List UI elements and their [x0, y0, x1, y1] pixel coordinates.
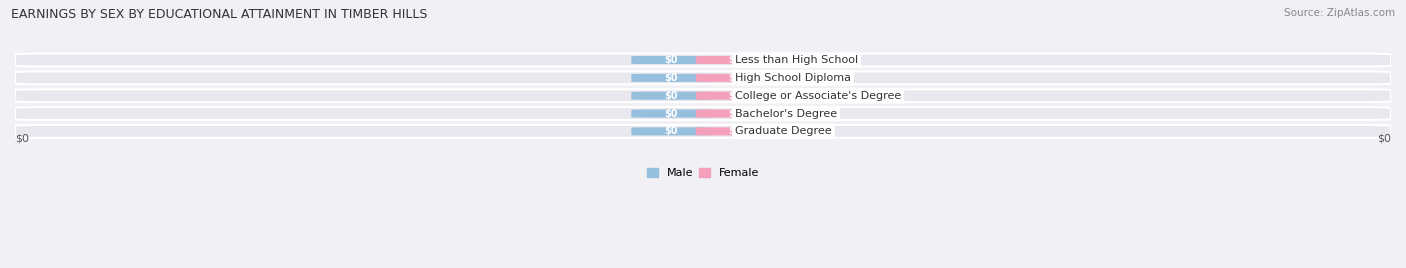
FancyBboxPatch shape — [696, 127, 775, 135]
FancyBboxPatch shape — [696, 74, 775, 82]
Text: EARNINGS BY SEX BY EDUCATIONAL ATTAINMENT IN TIMBER HILLS: EARNINGS BY SEX BY EDUCATIONAL ATTAINMEN… — [11, 8, 427, 21]
Text: Source: ZipAtlas.com: Source: ZipAtlas.com — [1284, 8, 1395, 18]
Text: $0: $0 — [664, 55, 678, 65]
Text: $0: $0 — [664, 109, 678, 118]
Text: Bachelor's Degree: Bachelor's Degree — [735, 109, 838, 118]
FancyBboxPatch shape — [631, 74, 710, 82]
Text: College or Associate's Degree: College or Associate's Degree — [735, 91, 901, 101]
Text: $0: $0 — [664, 73, 678, 83]
Legend: Male, Female: Male, Female — [643, 163, 763, 183]
Text: High School Diploma: High School Diploma — [735, 73, 851, 83]
Text: $0: $0 — [728, 55, 742, 65]
FancyBboxPatch shape — [15, 89, 1391, 102]
FancyBboxPatch shape — [631, 127, 710, 135]
Text: $0: $0 — [728, 126, 742, 136]
Text: $0: $0 — [664, 126, 678, 136]
Text: $0: $0 — [1376, 134, 1391, 144]
FancyBboxPatch shape — [696, 110, 775, 118]
FancyBboxPatch shape — [631, 56, 710, 64]
FancyBboxPatch shape — [631, 110, 710, 118]
FancyBboxPatch shape — [15, 54, 1391, 66]
Text: $0: $0 — [728, 109, 742, 118]
Text: $0: $0 — [728, 91, 742, 101]
FancyBboxPatch shape — [696, 92, 775, 100]
FancyBboxPatch shape — [15, 107, 1391, 120]
FancyBboxPatch shape — [15, 125, 1391, 138]
FancyBboxPatch shape — [696, 56, 775, 64]
Text: $0: $0 — [728, 73, 742, 83]
Text: Less than High School: Less than High School — [735, 55, 859, 65]
FancyBboxPatch shape — [631, 92, 710, 100]
Text: $0: $0 — [15, 134, 30, 144]
Text: Graduate Degree: Graduate Degree — [735, 126, 832, 136]
Text: $0: $0 — [664, 91, 678, 101]
FancyBboxPatch shape — [15, 72, 1391, 84]
